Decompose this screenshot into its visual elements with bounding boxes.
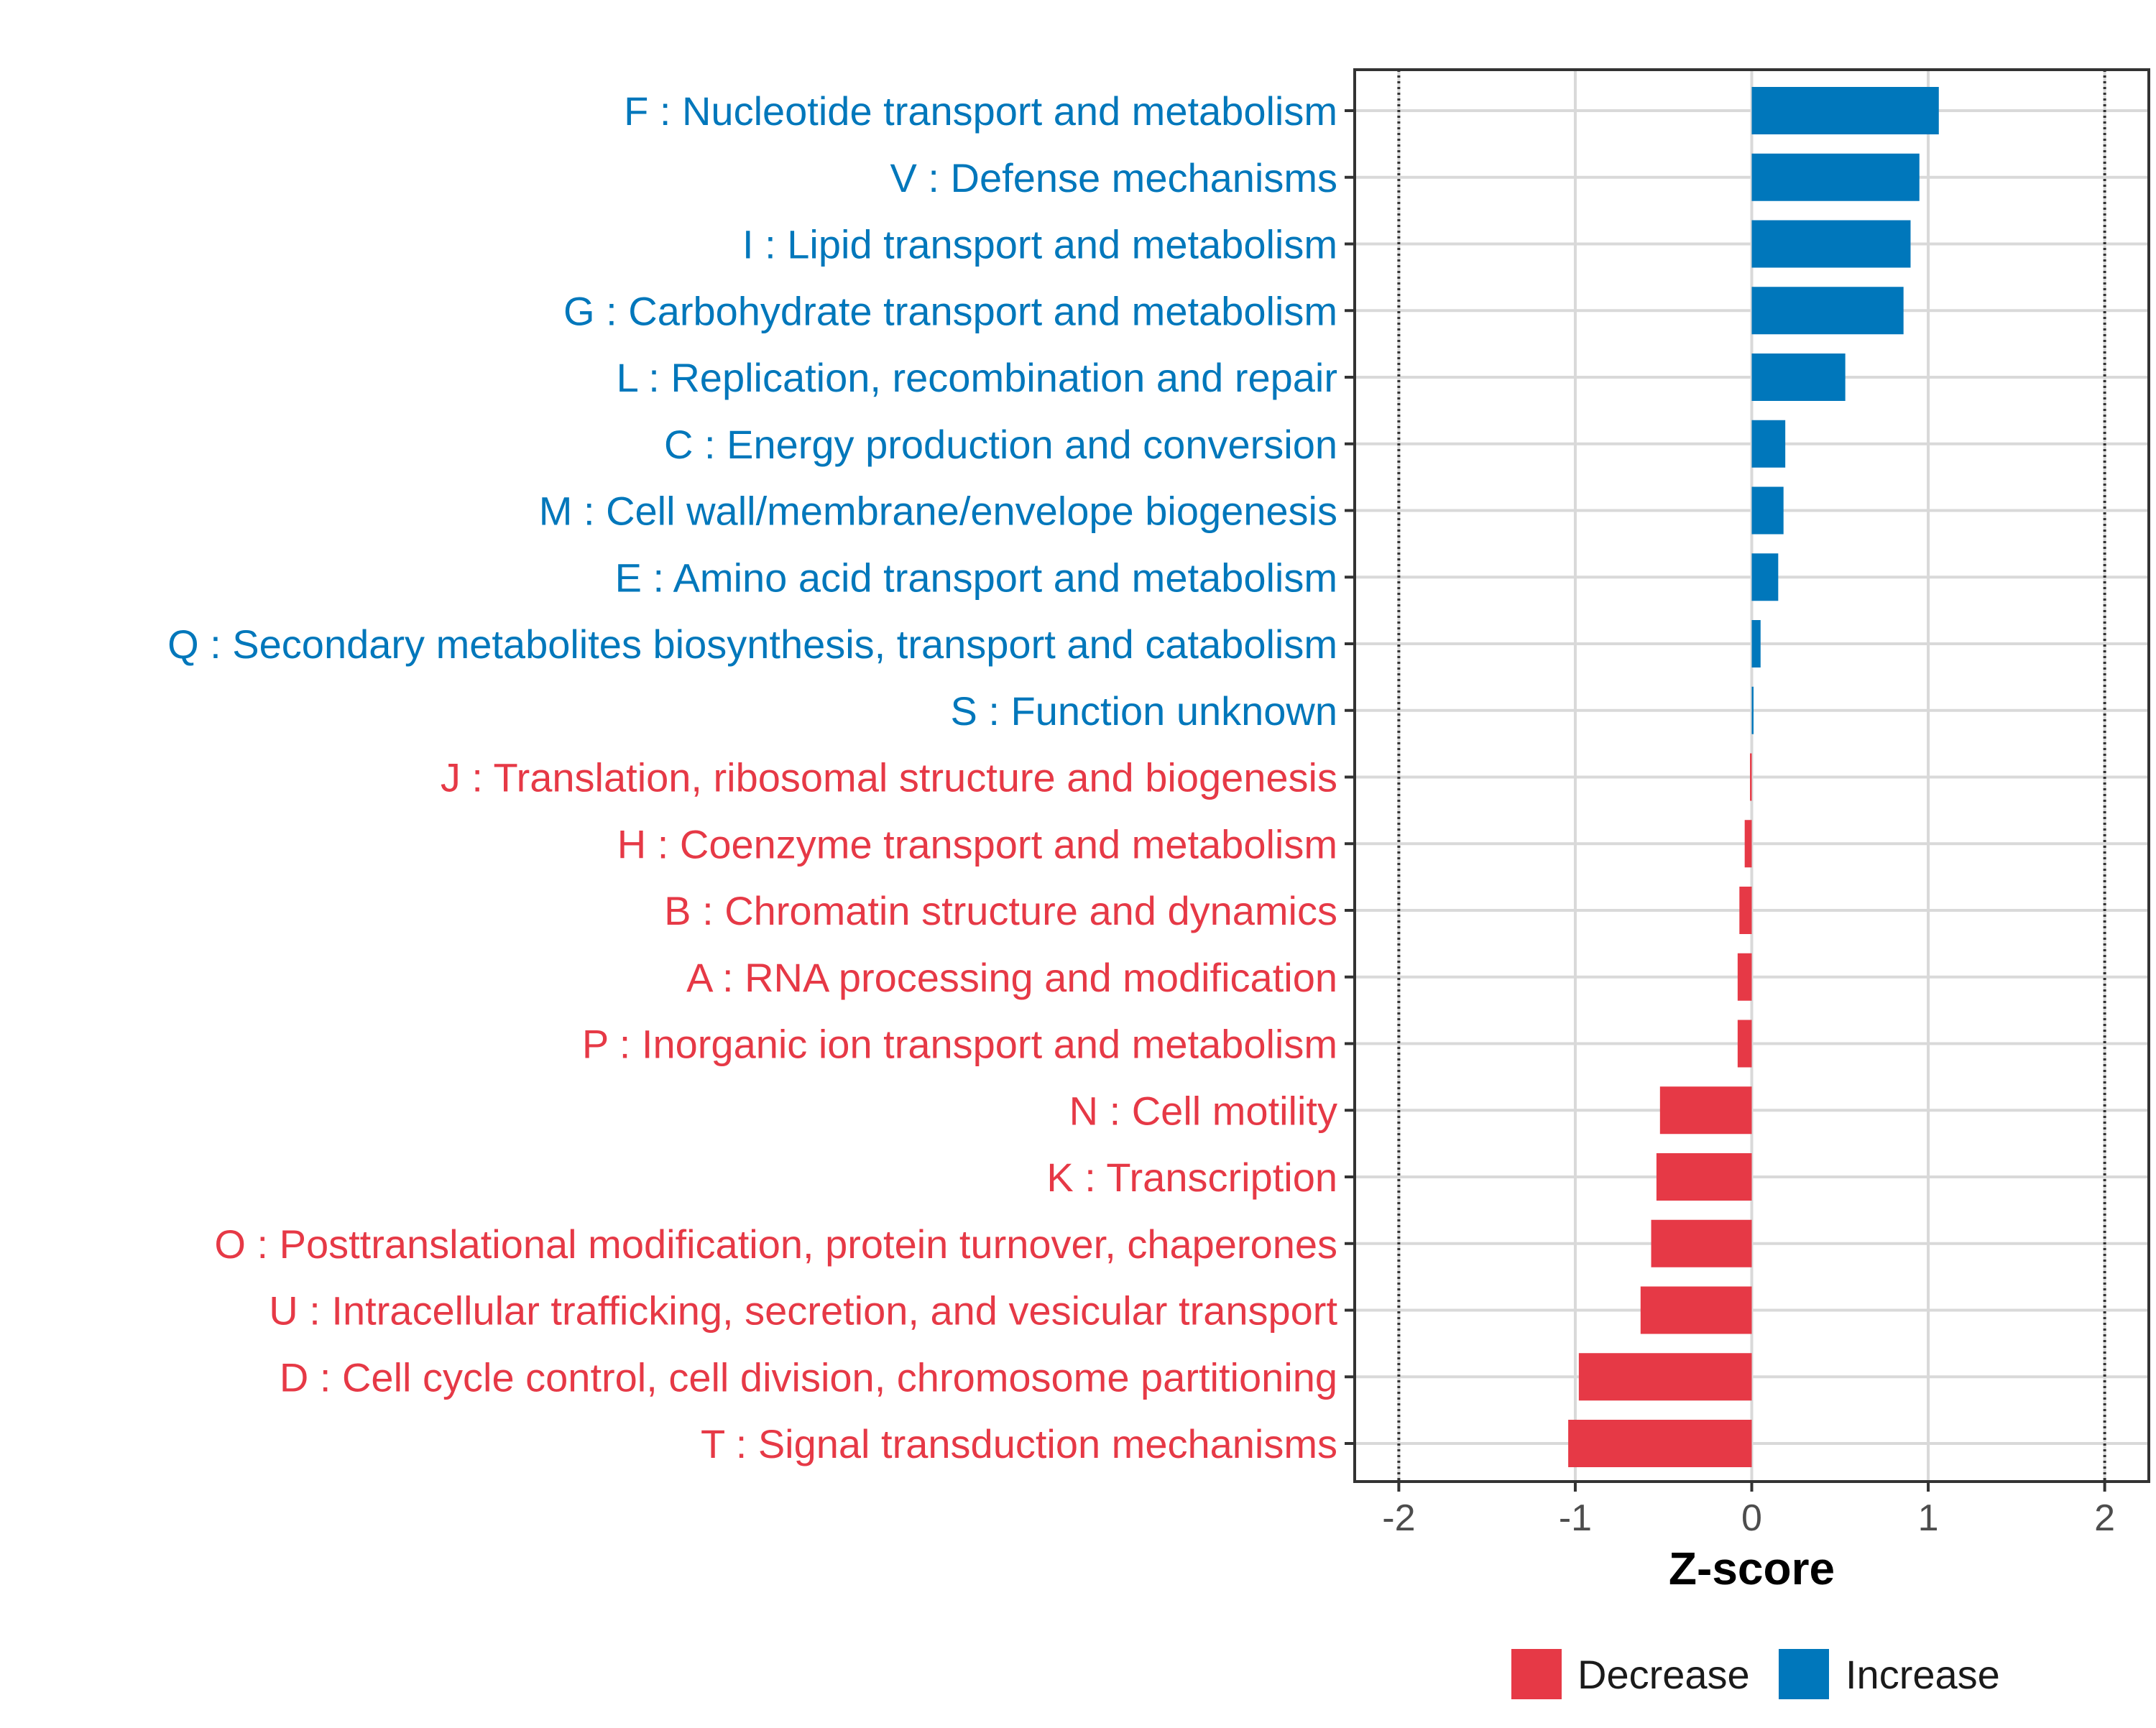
category-label: K : Transcription	[1046, 1155, 1337, 1200]
legend-key	[1511, 1649, 1562, 1699]
category-label: J : Translation, ribosomal structure and…	[441, 755, 1337, 800]
legend: Decrease Increase	[1511, 1649, 2000, 1699]
bar	[1751, 87, 1939, 134]
x-axis-title: Z-score	[1669, 1543, 1835, 1594]
category-label: I : Lipid transport and metabolism	[742, 222, 1337, 267]
bar	[1751, 420, 1786, 468]
bar	[1744, 820, 1752, 868]
category-labels: F : Nucleotide transport and metabolism V…	[167, 88, 1337, 1466]
bar	[1751, 287, 1904, 335]
bar	[1656, 1153, 1752, 1201]
bar	[1737, 1020, 1752, 1068]
category-label: N : Cell motility	[1069, 1088, 1337, 1133]
category-label: P : Inorganic ion transport and metaboli…	[582, 1022, 1337, 1067]
bars	[1568, 87, 1939, 1467]
x-tick-label: 2	[2094, 1497, 2115, 1539]
category-label: A : RNA processing and modification	[686, 955, 1337, 1000]
bar	[1751, 486, 1784, 535]
bar	[1739, 887, 1752, 934]
category-label: D : Cell cycle control, cell division, c…	[280, 1354, 1337, 1400]
bar	[1651, 1219, 1752, 1267]
category-label: V : Defense mechanisms	[890, 155, 1337, 200]
category-label: U : Intracellular trafficking, secretion…	[269, 1288, 1337, 1334]
bar	[1640, 1286, 1752, 1334]
bar	[1750, 753, 1752, 801]
legend-key	[1779, 1649, 1829, 1699]
category-label: L : Replication, recombination and repai…	[617, 355, 1337, 400]
category-label: Q : Secondary metabolites biosynthesis, …	[167, 622, 1337, 667]
x-tick-label: 1	[1918, 1497, 1939, 1539]
bar	[1578, 1353, 1752, 1401]
bar	[1751, 620, 1761, 667]
y-axis-ticks	[1345, 109, 1355, 1445]
category-label: O : Posttranslational modification, prot…	[214, 1221, 1337, 1267]
category-label: B : Chromatin structure and dynamics	[664, 888, 1337, 933]
bar	[1737, 953, 1752, 1001]
category-label: H : Coenzyme transport and metabolism	[617, 821, 1337, 867]
bar	[1659, 1086, 1752, 1135]
bar	[1751, 686, 1754, 734]
x-axis-ticks: -2 -1 0 1 2	[1382, 1482, 2115, 1539]
bar	[1568, 1420, 1752, 1467]
bar	[1751, 354, 1846, 401]
category-label: C : Energy production and conversion	[664, 422, 1337, 467]
category-label: E : Amino acid transport and metabolism	[615, 555, 1337, 600]
bar	[1751, 153, 1920, 201]
x-tick-label: -2	[1382, 1497, 1415, 1539]
category-label: F : Nucleotide transport and metabolism	[624, 88, 1337, 134]
bar	[1751, 553, 1779, 601]
legend-label: Decrease	[1577, 1652, 1750, 1697]
x-tick-label: 0	[1741, 1497, 1762, 1539]
category-label: G : Carbohydrate transport and metabolis…	[563, 288, 1337, 333]
category-label: T : Signal transduction mechanisms	[701, 1421, 1337, 1466]
x-tick-label: -1	[1559, 1497, 1592, 1539]
category-label: S : Function unknown	[950, 688, 1337, 734]
bar	[1751, 220, 1911, 268]
category-label: M : Cell wall/membrane/envelope biogenes…	[539, 489, 1337, 534]
legend-label: Increase	[1846, 1652, 2000, 1697]
